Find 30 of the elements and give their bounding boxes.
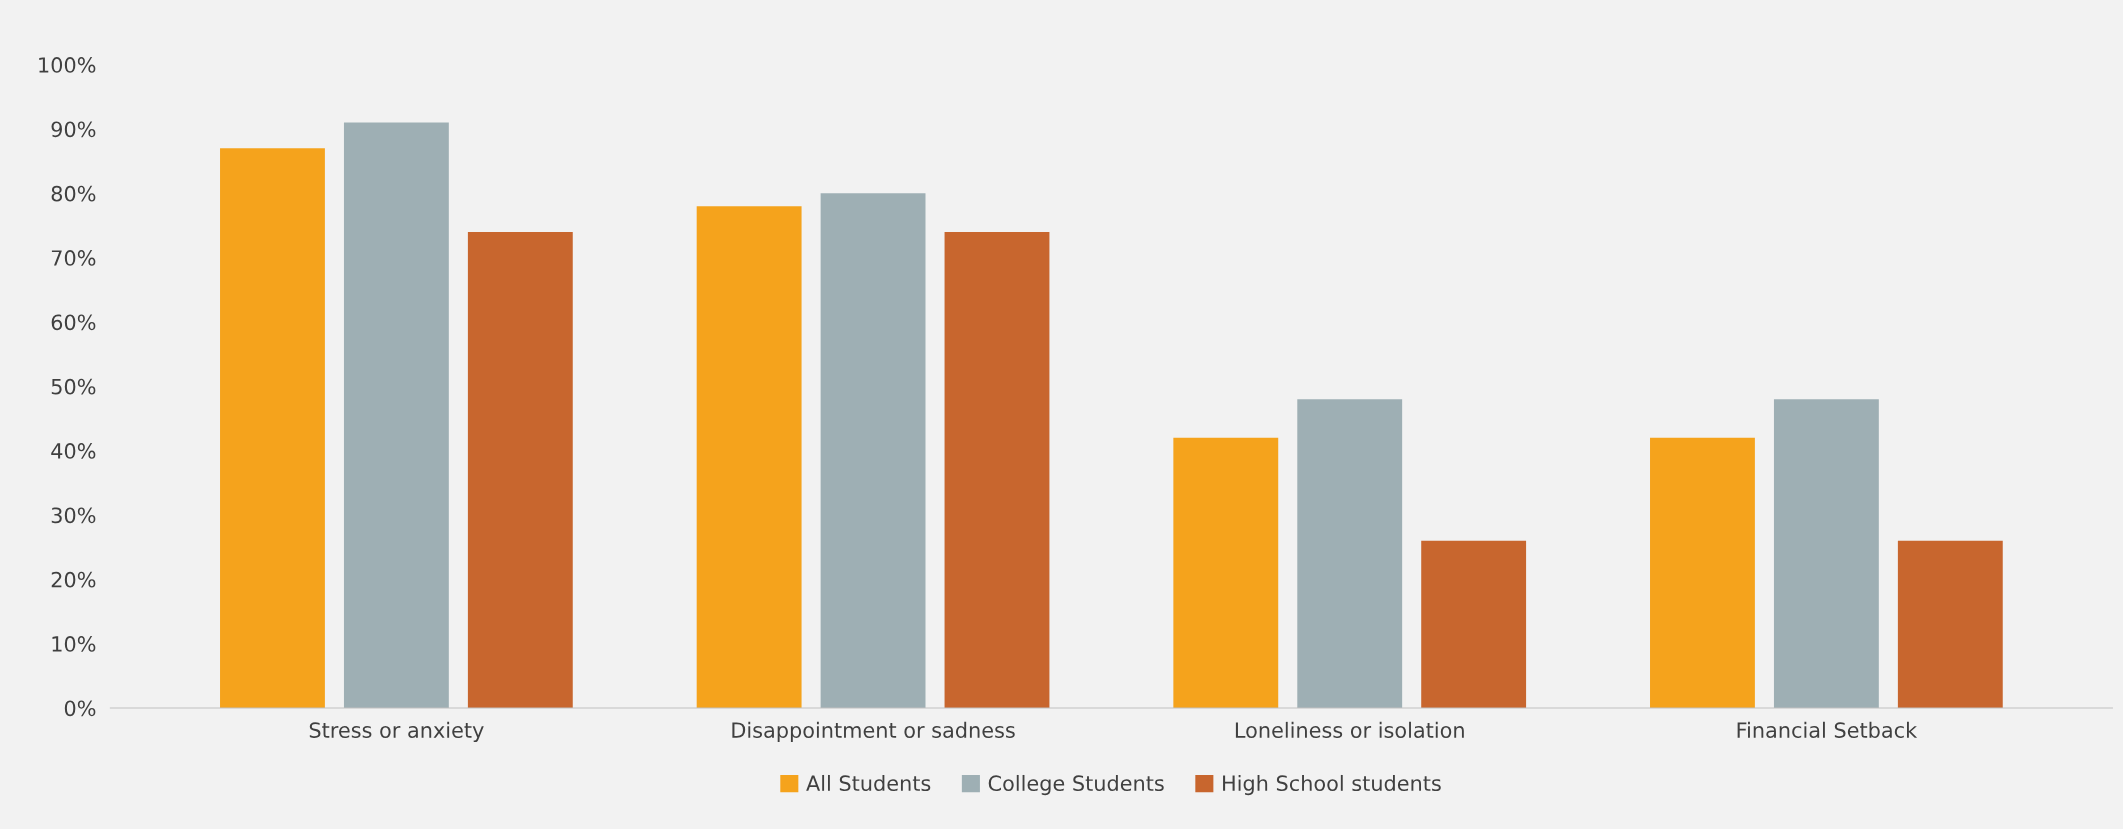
y-tick-label: 60% bbox=[51, 314, 96, 331]
x-tick-label: Disappointment or sadness bbox=[732, 721, 1015, 743]
legend-label: High School students bbox=[1223, 774, 1441, 796]
x-tick-label: Financial Setback bbox=[1737, 721, 1918, 738]
y-tick-label: 0% bbox=[64, 700, 96, 717]
bar bbox=[1773, 399, 1879, 708]
x-tick-label: Loneliness or isolation bbox=[1235, 721, 1464, 738]
bar bbox=[1897, 540, 2003, 708]
y-tick-label: 20% bbox=[51, 571, 96, 588]
bar bbox=[696, 206, 802, 708]
y-tick-label: 70% bbox=[51, 250, 96, 266]
bar bbox=[467, 231, 573, 708]
y-tick-label: 30% bbox=[51, 507, 96, 524]
y-tick-label: 50% bbox=[51, 378, 96, 395]
x-tick-label: Stress or anxiety bbox=[309, 721, 484, 743]
y-tick-label: 100% bbox=[39, 57, 96, 73]
bar bbox=[944, 231, 1050, 708]
bar bbox=[1173, 437, 1279, 708]
bar bbox=[343, 122, 449, 708]
y-tick-label: 40% bbox=[51, 443, 96, 459]
bar bbox=[220, 148, 325, 708]
bar bbox=[1650, 437, 1755, 708]
y-tick-label: 90% bbox=[51, 121, 96, 138]
y-tick-label: 80% bbox=[51, 185, 96, 202]
bar bbox=[1421, 540, 1527, 708]
bar bbox=[1297, 399, 1403, 708]
legend-label: College Students bbox=[988, 774, 1164, 796]
y-tick-label: 10% bbox=[52, 636, 96, 652]
bar bbox=[820, 193, 926, 708]
legend-label: All Students bbox=[806, 774, 931, 792]
